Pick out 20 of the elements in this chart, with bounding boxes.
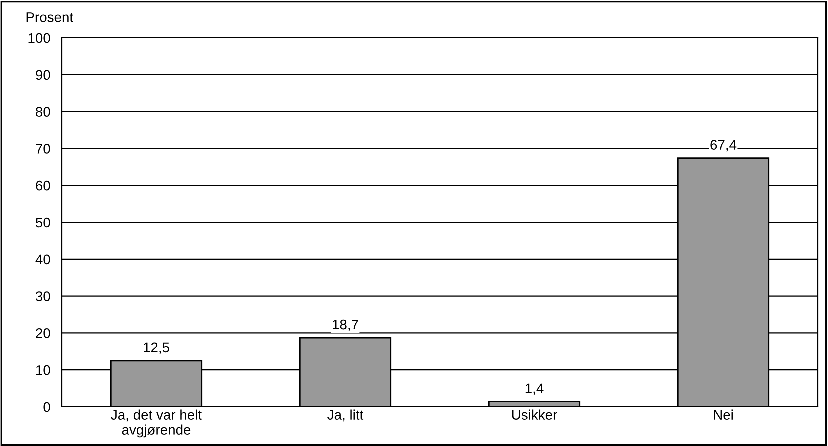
y-tick-label: 80 (36, 107, 50, 117)
y-tick-label: 0 (44, 402, 50, 412)
x-tick-label: Usikker (512, 410, 558, 420)
data-label: 18,7 (333, 320, 358, 332)
y-tick-label: 100 (28, 33, 50, 44)
x-tick-label: Ja, litt (328, 410, 364, 422)
y-tick-label: 60 (36, 180, 50, 191)
x-tick-label: Ja, det var helt avgjørende (111, 410, 202, 438)
y-tick-label: 30 (36, 292, 50, 302)
data-label: 12,5 (144, 342, 170, 354)
data-label: 67,4 (710, 140, 737, 152)
y-tick-label: 90 (36, 70, 50, 80)
y-tick-label: 10 (36, 365, 50, 376)
y-tick-label: 20 (36, 328, 50, 338)
data-label: 1,4 (526, 384, 544, 396)
y-tick-label: 50 (36, 218, 50, 228)
y-tick-label: 40 (36, 254, 50, 265)
y-tick-label: 70 (36, 144, 50, 154)
y-axis-title: Prosent (26, 12, 74, 22)
x-tick-label: Nei (714, 410, 733, 420)
